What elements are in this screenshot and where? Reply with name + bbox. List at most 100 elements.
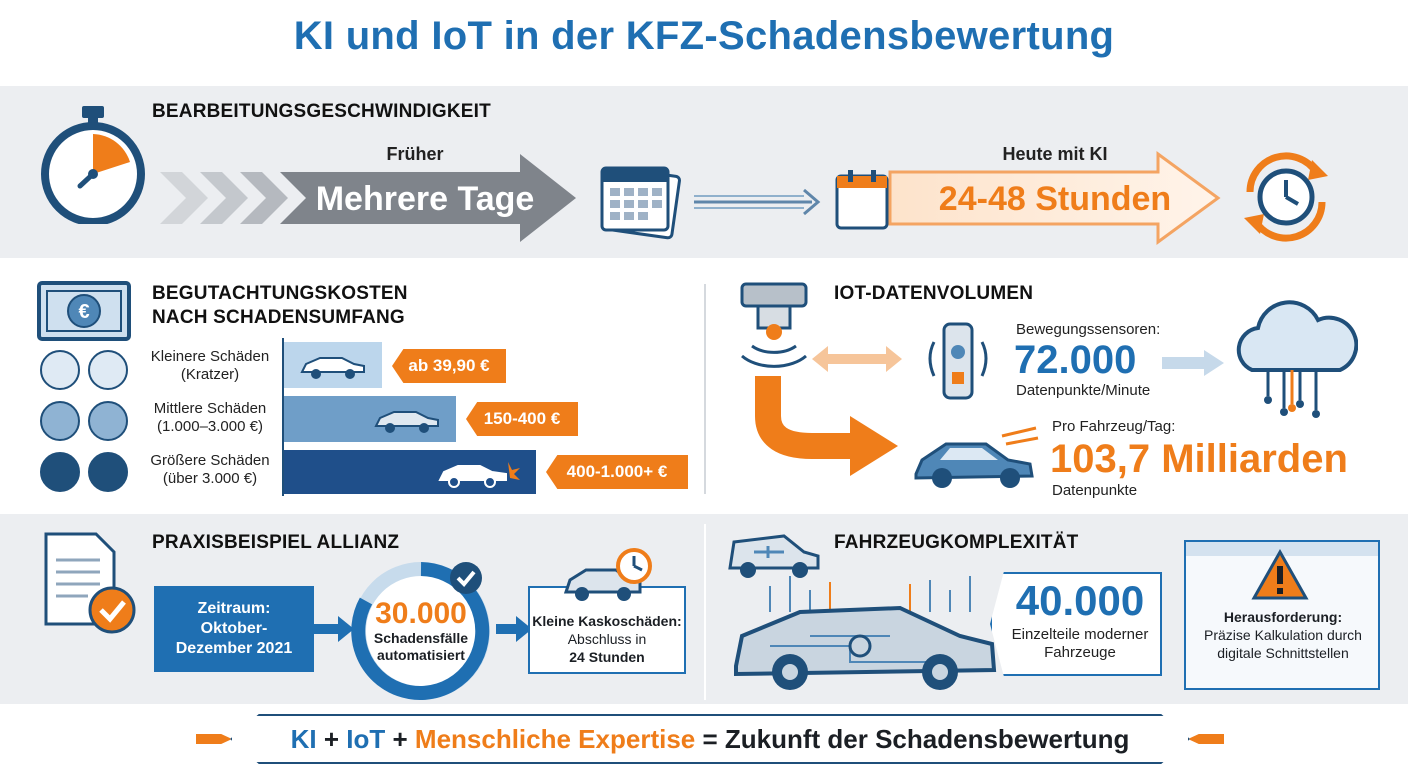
clock-refresh-icon xyxy=(1244,152,1328,242)
cost-row-1-label: Kleinere Schäden (Kratzer) xyxy=(140,348,280,384)
crack-light-icon xyxy=(88,350,128,390)
slogan-ki: KI xyxy=(290,723,317,754)
svg-text:€: € xyxy=(78,301,89,323)
cost-bar-large xyxy=(284,450,536,494)
to-cloud-arrow xyxy=(1162,350,1224,376)
row3-divider xyxy=(704,524,706,700)
vehicle-unit: Datenpunkte xyxy=(1052,482,1138,499)
cost-row-2-label: Mittlere Schäden (1.000–3.000 €) xyxy=(140,400,280,436)
cost-tag-large: 400-1.000+ € xyxy=(546,455,688,489)
bidirectional-arrow xyxy=(812,346,902,372)
calendar-stack-icon xyxy=(600,166,681,240)
car-clock-icon xyxy=(563,548,652,601)
crack-medium-icon xyxy=(40,401,80,441)
cost-row-3-line2: (über 3.000 €) xyxy=(162,470,258,487)
scratch-light-icon xyxy=(40,350,80,390)
parts-box xyxy=(990,572,1162,676)
dent-medium-icon xyxy=(88,401,128,441)
car-small-icon xyxy=(300,357,365,379)
sensor-unit: Datenpunkte/Minute xyxy=(1016,382,1151,399)
challenge-line1: Präzise Kalkulation durch xyxy=(1204,627,1362,643)
result-text: Kleine Kaskoschäden: Abschluss in 24 Stu… xyxy=(530,612,684,666)
after-label: Heute mit KI xyxy=(1002,144,1108,164)
case-caption-line1: Schadensfälle xyxy=(373,630,469,646)
before-value: Mehrere Tage xyxy=(315,180,535,218)
result-box xyxy=(528,586,686,674)
sensor-label: Bewegungssensoren: xyxy=(1016,321,1161,338)
before-label: Früher xyxy=(386,144,444,164)
cost-row-2-line1: Mittlere Schäden xyxy=(153,400,267,417)
before-arrow xyxy=(160,154,576,242)
car-crashed-icon xyxy=(438,462,520,488)
after-value: 24-48 Stunden xyxy=(938,180,1172,218)
vehicle-value: 103,7 Milliarden xyxy=(1050,437,1348,481)
euro-banknote-icon: € xyxy=(37,281,131,341)
result-arrow xyxy=(496,616,532,642)
result-line2: Abschluss in xyxy=(567,631,647,647)
parts-caption-line1: Einzelteile moderner xyxy=(1011,626,1149,643)
slogan-banner: KI + IoT + Menschliche Expertise = Zukun… xyxy=(230,714,1190,764)
car-components-icon xyxy=(734,576,997,690)
speed-header: BEARBEITUNGSGESCHWINDIGKEIT xyxy=(152,101,491,122)
period-line1: Zeitraum: xyxy=(197,600,271,617)
slogan-conclusion: = Zukunft der Schadensbewertung xyxy=(695,723,1130,754)
allianz-header: PRAXISBEISPIEL ALLIANZ xyxy=(152,532,400,553)
complexity-header: FAHRZEUGKOMPLEXITÄT xyxy=(834,532,1079,553)
cost-bar-small xyxy=(284,342,382,388)
car-schematic-icon xyxy=(728,534,820,578)
motion-sensor-icon xyxy=(928,322,988,400)
progress-ring xyxy=(351,562,490,700)
case-caption: Schadensfälle automatisiert xyxy=(346,630,496,664)
row2-divider xyxy=(704,284,706,494)
period-box: Zeitraum: Oktober- Dezember 2021 xyxy=(154,586,314,672)
period-line3: Dezember 2021 xyxy=(175,640,293,657)
cost-row-1-line2: (Kratzer) xyxy=(180,366,240,383)
slogan-left-accent xyxy=(196,734,232,744)
after-arrow xyxy=(888,151,1221,245)
sensor-device-icon xyxy=(740,282,808,368)
cost-row-3-label: Größere Schäden (über 3.000 €) xyxy=(140,452,280,488)
slogan-right-accent xyxy=(1188,734,1224,744)
car-medium-icon xyxy=(374,411,439,433)
document-check-icon xyxy=(44,532,136,634)
cost-axis xyxy=(282,338,284,496)
case-caption-line2: automatisiert xyxy=(377,647,465,663)
costs-header-line1: BEGUTACHTUNGSKOSTEN xyxy=(152,283,408,304)
iot-header: IOT-DATENVOLUMEN xyxy=(834,283,1034,304)
parts-caption: Einzelteile moderner Fahrzeuge xyxy=(1000,626,1160,662)
cost-tag-medium: 150-400 € xyxy=(466,402,578,436)
period-line2: Oktober- xyxy=(200,620,268,637)
shatter-heavy-icon xyxy=(40,452,80,492)
slogan-plus-1: + xyxy=(316,723,347,754)
challenge-line2: digitale Schnittstellen xyxy=(1217,645,1349,661)
slogan-plus-2: + xyxy=(385,723,415,754)
challenge-titlebar xyxy=(1186,542,1378,556)
calendar-icon xyxy=(835,170,889,230)
cost-row-1-line1: Kleinere Schäden xyxy=(150,348,270,365)
period-arrow xyxy=(314,616,354,642)
cost-row-2-line2: (1.000–3.000 €) xyxy=(157,418,263,435)
sensor-value: 72.000 xyxy=(1014,338,1137,382)
slogan-iot: IoT xyxy=(346,723,386,754)
challenge-text: Herausforderung: Präzise Kalkulation dur… xyxy=(1188,608,1378,662)
parts-value: 40.000 xyxy=(1015,577,1145,624)
result-line3: 24 Stunden xyxy=(569,649,645,665)
stopwatch-icon xyxy=(41,106,145,224)
transition-arrow xyxy=(694,188,821,216)
cost-row-3-line1: Größere Schäden xyxy=(150,452,270,469)
challenge-title: Herausforderung: xyxy=(1223,609,1343,625)
parts-caption-line2: Fahrzeuge xyxy=(1044,644,1116,661)
result-line1: Kleine Kaskoschäden: xyxy=(532,613,682,629)
page-title: KI und IoT in der KFZ-Schadensbewertung xyxy=(293,14,1115,58)
slogan-expertise: Menschliche Expertise xyxy=(414,723,696,754)
case-count: 30.000 xyxy=(375,597,467,630)
warning-icon xyxy=(1251,548,1309,600)
costs-header-line2: NACH SCHADENSUMFANG xyxy=(152,307,405,328)
cost-bar-medium xyxy=(284,396,456,442)
cost-tag-small: ab 39,90 € xyxy=(392,349,506,383)
vehicle-label: Pro Fahrzeug/Tag: xyxy=(1052,418,1176,435)
impact-heavy-icon xyxy=(88,452,128,492)
cloud-icon xyxy=(1236,300,1358,418)
curved-arrow xyxy=(755,376,898,476)
connected-car-icon xyxy=(914,426,1039,488)
